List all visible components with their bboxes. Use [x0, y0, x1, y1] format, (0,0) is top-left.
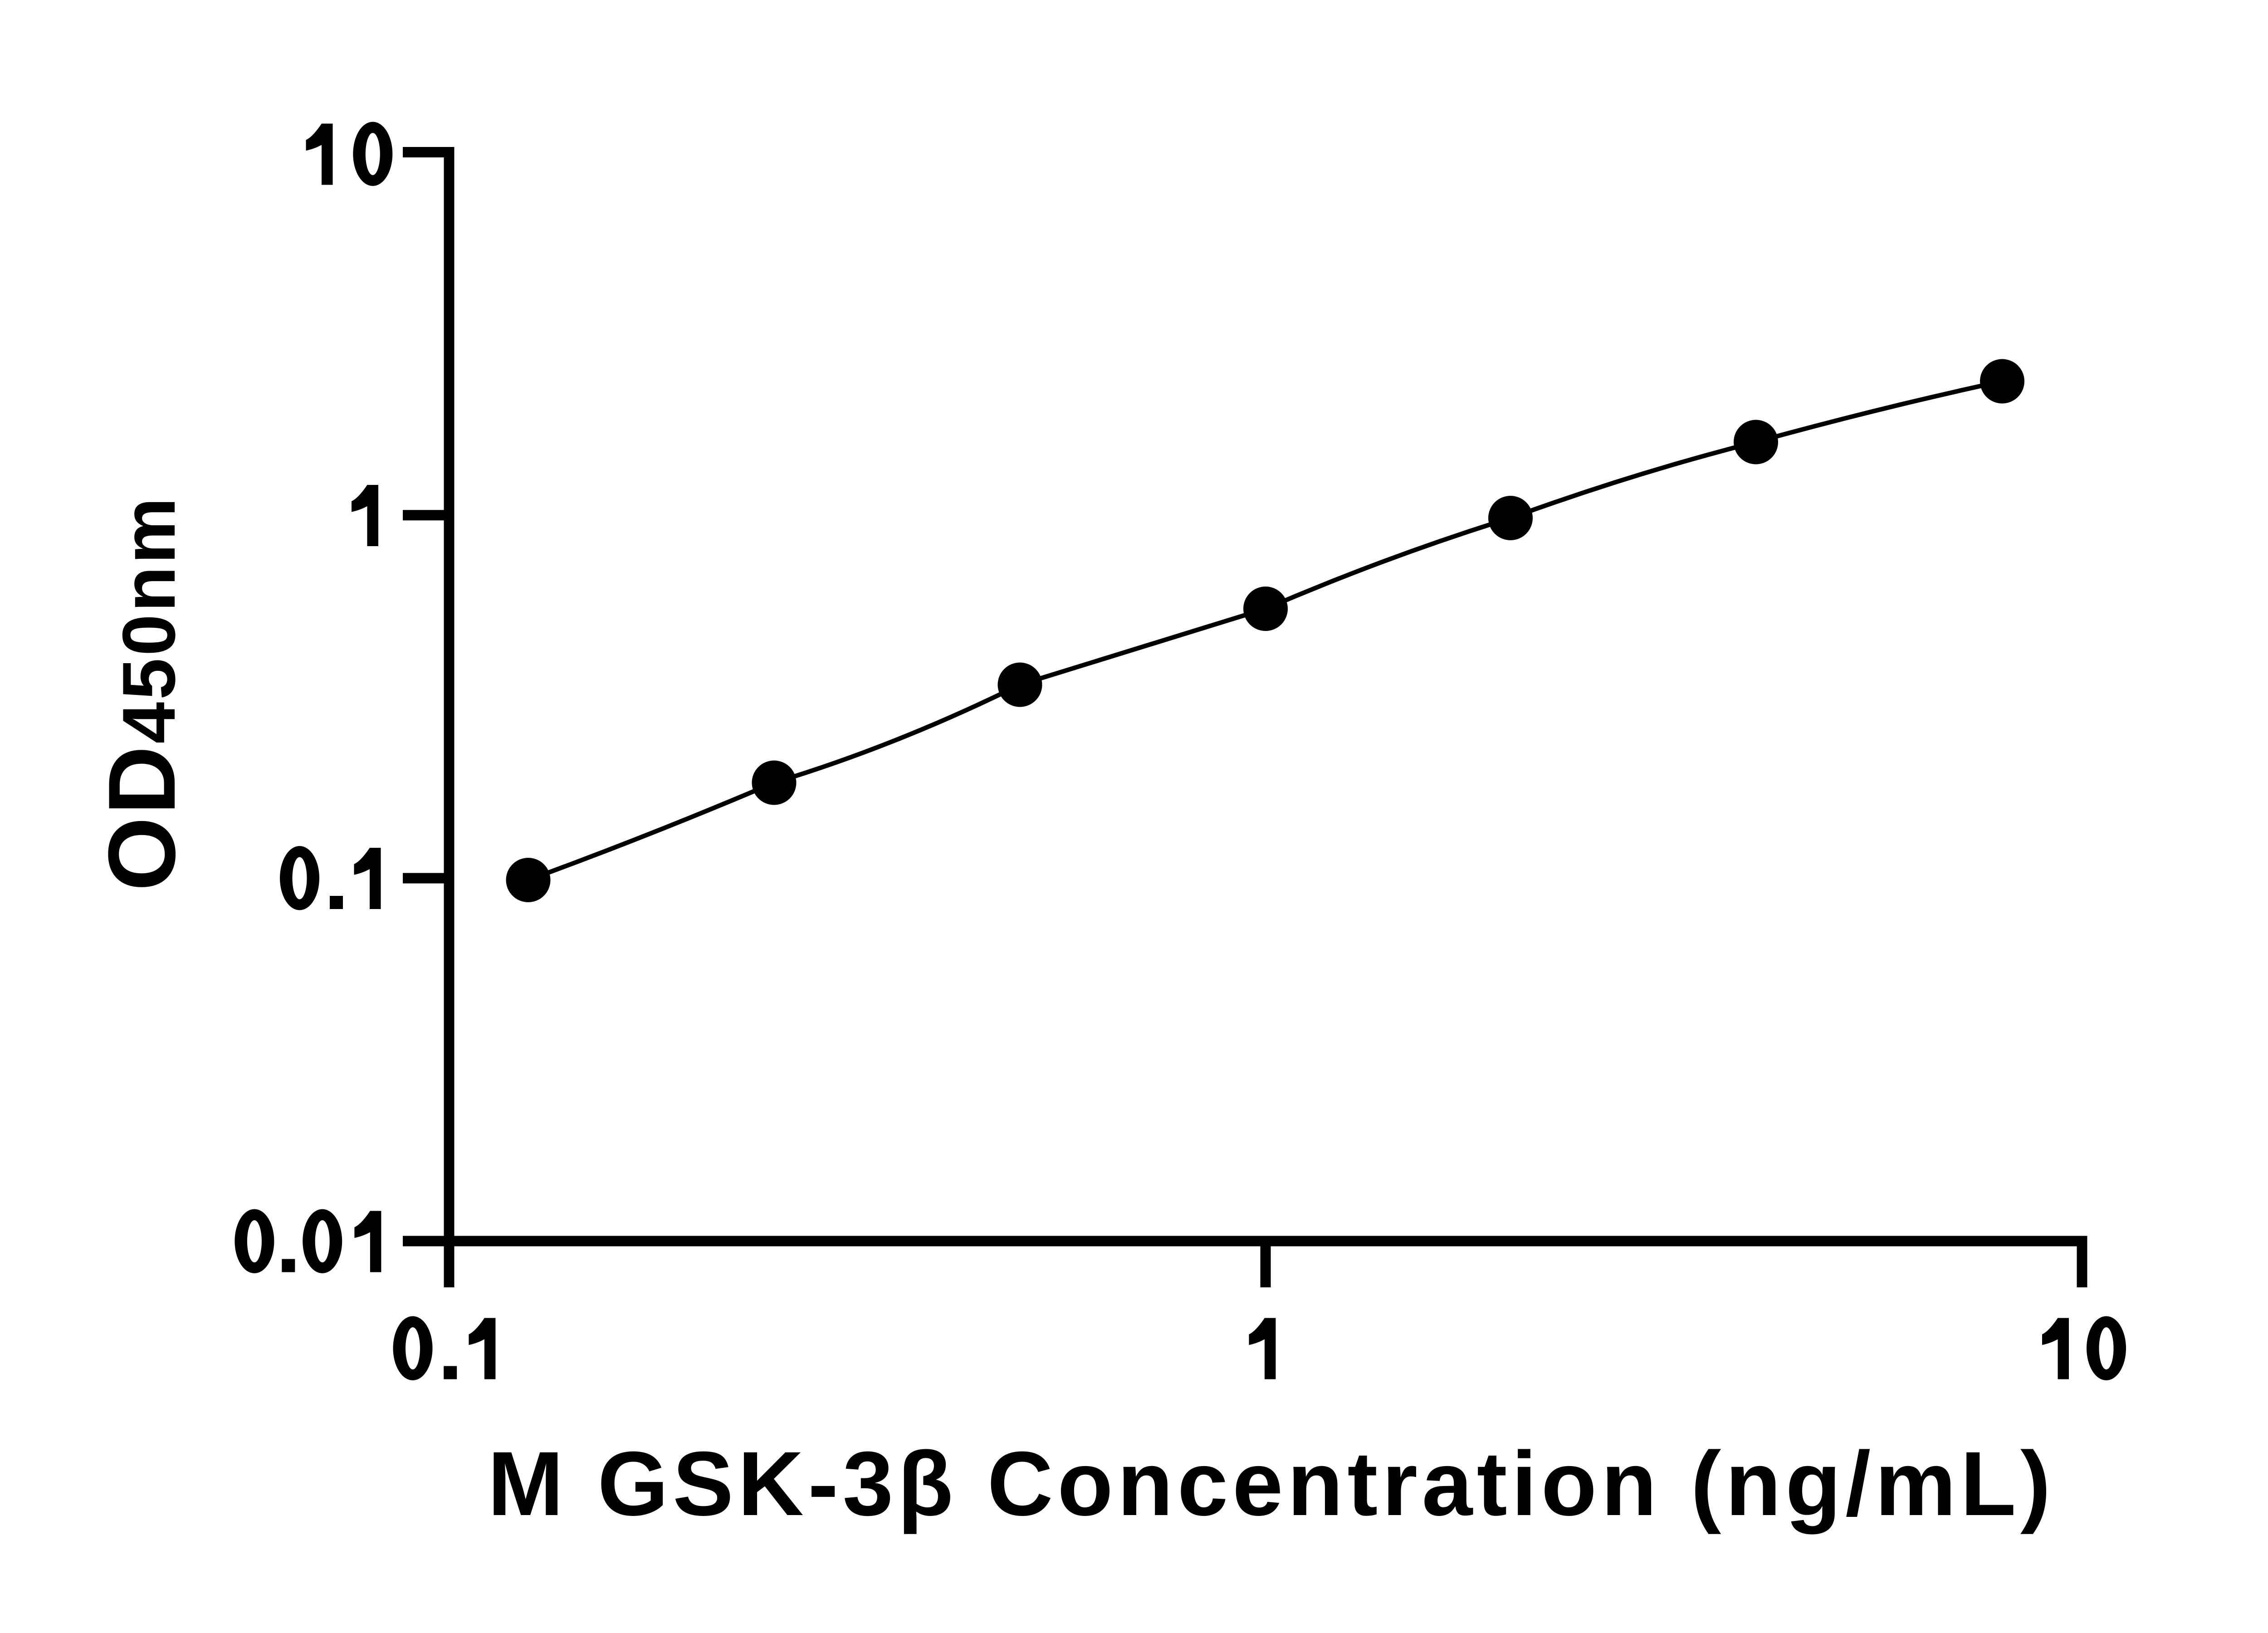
svg-text:OD450nm: OD450nm [88, 495, 195, 891]
svg-text:M GSK-3β Concentration (ng/mL): M GSK-3β Concentration (ng/mL) [488, 1433, 2051, 1535]
